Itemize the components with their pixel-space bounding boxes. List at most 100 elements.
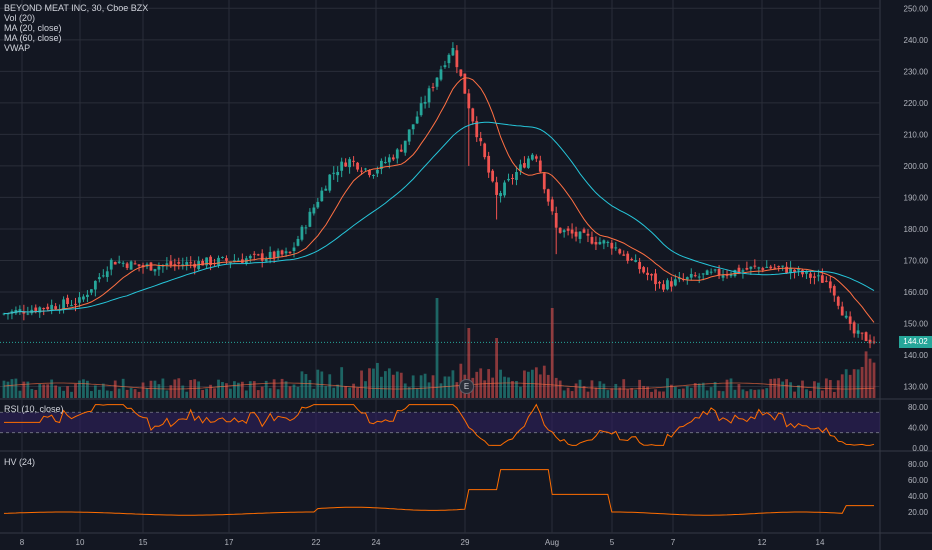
volume-bar [705,390,709,398]
volume-bar [626,389,630,398]
candle-body [713,269,717,271]
candle-body [372,174,375,176]
volume-bar [340,367,344,398]
candle-body [217,257,220,266]
candle-body [125,263,129,268]
volume-bar [864,351,868,398]
candle-body [149,262,153,271]
candle-body [391,157,395,160]
candle-body [801,270,804,275]
candle-body [276,250,280,258]
volume-bar [125,389,129,398]
candle-body [364,168,367,170]
volume-bar [872,362,876,398]
candle-body [586,233,590,236]
volume-bar [511,381,514,398]
candle-body [558,227,562,233]
volume-bar [447,376,451,398]
volume-bar [30,388,34,398]
candle-body [260,253,264,261]
volume-bar [646,386,649,398]
hv-tick-label: 20.00 [908,508,929,517]
volume-bar [423,373,427,398]
volume-bar [590,380,594,398]
rsi-tick-label: 0.00 [912,444,928,453]
legend-volume[interactable]: Vol (20) [4,13,36,23]
price-tick-label: 190.00 [904,193,929,202]
symbol-title[interactable]: BEYOND MEAT INC, 30, Cboe BZX [4,3,149,13]
candle-body [542,173,546,190]
volume-bar [765,388,769,398]
candle-body [868,339,872,344]
candle-body [332,172,336,174]
candle-body [300,226,304,240]
candle-body [252,253,256,255]
volume-bar [749,389,753,398]
candle-body [626,253,630,261]
volume-bar [240,381,244,398]
volume-bar [233,381,236,398]
volume-bar [491,377,495,398]
hv-label[interactable]: HV (24) [4,457,36,467]
candle-body [225,258,228,261]
volume-bar [225,383,228,398]
volume-bar [658,391,661,398]
volume-bar [348,387,352,398]
candle-body [805,271,808,274]
candle-body [499,193,502,197]
legend-ma60[interactable]: MA (60, close) [4,33,62,43]
candle-body [22,311,26,314]
volume-bar [848,374,852,398]
earnings-icon[interactable]: E [459,379,474,394]
candle-body [872,341,876,343]
moving-averages [0,77,880,390]
candle-body [479,138,483,142]
legend-ma20[interactable]: MA (20, close) [4,23,62,33]
volume-bar [538,374,542,398]
candle-body [89,289,93,293]
volume-bar [650,391,653,398]
price-tick-label: 170.00 [904,256,929,265]
candle-body [487,155,491,173]
candle-body [209,256,212,266]
candle-body [511,177,514,179]
candle-body [324,188,328,191]
hv-pane [3,469,874,516]
volume-bar [364,381,367,398]
candle-body [737,267,741,273]
candle-body [320,190,324,202]
volume-bar [42,384,46,398]
price-tick-label: 140.00 [904,351,929,360]
candle-body [753,265,757,267]
candle-body [757,267,761,269]
volume-bar [82,379,85,398]
candle-body [530,154,534,160]
rsi-line [4,403,875,446]
volume-bar [519,386,522,398]
volume-bar [801,380,804,398]
candle-body [582,229,586,233]
candle-body [233,260,236,262]
candle-body [519,164,522,171]
candle-body [74,303,77,305]
volume-bar [221,382,224,398]
volume-bar [161,378,165,398]
candle-body [304,227,308,229]
volume-bar [427,382,431,398]
rsi-label[interactable]: RSI (10, close) [4,404,64,414]
volume-bar [534,367,538,398]
candle-body [483,143,487,158]
candle-body [443,65,447,68]
price-tick-label: 180.00 [904,225,929,234]
candle-body [594,242,598,245]
volume-bar [670,384,673,398]
price-tick-label: 250.00 [904,4,929,13]
volume-bar [467,328,471,398]
candle-body [288,251,292,254]
candle-body [749,266,753,269]
candle-body [860,332,864,334]
legend-vwap[interactable]: VWAP [4,43,31,53]
volume-bar [717,390,721,398]
volume-bar [832,391,836,398]
